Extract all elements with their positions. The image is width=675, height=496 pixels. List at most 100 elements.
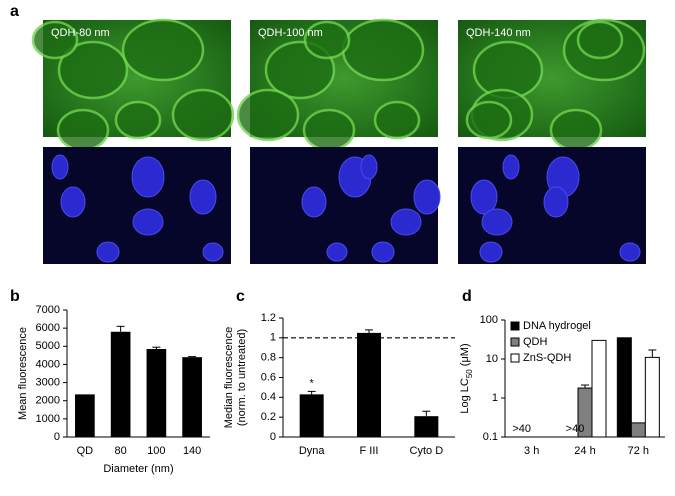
error-bar [365, 329, 373, 333]
x-tick-label: 72 h [628, 445, 649, 457]
y-tick-label: 1000 [36, 413, 60, 425]
nucleus [481, 208, 513, 236]
image-label: QDH-140 nm [466, 27, 531, 39]
y-tick-label: 1 [270, 332, 276, 344]
x-axis-label: Diameter (nm) [103, 463, 173, 475]
legend-label: DNA hydrogel [523, 320, 591, 332]
legend-swatch [510, 353, 520, 363]
legend-swatch [510, 321, 520, 331]
cell [171, 88, 235, 142]
cell [576, 20, 624, 60]
nucleus [413, 179, 441, 215]
y-tick-label: 3000 [36, 376, 60, 388]
cell [31, 20, 79, 60]
x-tick-label: F III [360, 445, 379, 457]
y-tick-label: 2000 [36, 395, 60, 407]
nucleus [543, 186, 569, 218]
bar [616, 337, 632, 438]
bar [644, 356, 660, 438]
x-tick-label: 100 [147, 445, 165, 457]
y-tick-label: 7000 [36, 304, 60, 316]
annotation: * [310, 377, 315, 389]
panel-label: c [236, 288, 245, 305]
annotation: >40 [566, 423, 585, 435]
y-tick-label: 0 [54, 431, 60, 443]
nucleus [301, 186, 327, 218]
y-tick-label: 4000 [36, 358, 60, 370]
cell [56, 108, 110, 152]
nucleus [470, 179, 498, 215]
y-tick-label: 1.2 [261, 312, 276, 324]
y-tick-label: 0.2 [261, 411, 276, 423]
x-tick-label: 80 [115, 445, 127, 457]
y-axis-label-part: 50 [465, 369, 474, 378]
y-axis-label-part: (μM) [459, 343, 471, 369]
legend-label: ZnS-QDH [523, 352, 571, 364]
y-axis-label: Mean fluorescence [17, 327, 29, 420]
x-tick-label: 140 [183, 445, 201, 457]
y-tick-label: 0 [270, 431, 276, 443]
panel-label: b [10, 288, 20, 305]
y-axis-label: Median fluorescence [223, 327, 235, 429]
cell [57, 40, 129, 100]
y-axis-label: Log LC50 (μM) [459, 343, 474, 413]
nucleus [96, 241, 120, 263]
x-tick-label: 3 h [524, 445, 539, 457]
cell [373, 100, 421, 140]
error-bar [152, 346, 161, 350]
nucleus [502, 154, 520, 180]
bar [357, 332, 381, 437]
x-tick-label: QD [77, 445, 94, 457]
nucleus [189, 179, 217, 215]
nucleus [326, 242, 348, 262]
error-bar [307, 390, 316, 395]
bar [414, 416, 439, 437]
x-tick-label: 24 h [574, 445, 595, 457]
nucleus [360, 154, 378, 180]
y-tick-label: 0.8 [261, 352, 276, 364]
nucleus [131, 156, 165, 198]
error-bar [116, 325, 125, 332]
nucleus [479, 241, 503, 263]
cell [114, 100, 162, 140]
nucleus [51, 154, 69, 180]
y-tick-label: 5000 [36, 340, 60, 352]
cell [121, 18, 205, 82]
legend-label: QDH [523, 336, 548, 348]
legend-swatch [510, 337, 520, 347]
x-tick-label: Cyto D [410, 445, 444, 457]
y-axis-label: (norm. to untreated) [236, 329, 248, 426]
error-bar [648, 349, 657, 358]
nucleus [371, 241, 395, 263]
cell [341, 18, 425, 82]
annotation: >40 [512, 423, 531, 435]
nucleus [60, 186, 86, 218]
image-label: QDH-80 nm [51, 27, 110, 39]
cell [303, 20, 351, 60]
bar [591, 339, 607, 438]
error-bar [188, 356, 197, 358]
cell [302, 108, 356, 152]
y-tick-label: 6000 [36, 322, 60, 334]
image-label: QDH-100 nm [258, 27, 323, 39]
panel-label: a [10, 3, 19, 20]
y-tick-label: 0.4 [261, 391, 276, 403]
nucleus [132, 208, 164, 236]
nucleus [619, 242, 641, 262]
bar [182, 357, 202, 437]
cell [549, 108, 603, 152]
x-tick-label: Dyna [299, 445, 326, 457]
cell [465, 100, 513, 140]
nucleus [390, 208, 422, 236]
y-tick-label: 1 [492, 392, 498, 404]
error-bar [581, 384, 589, 389]
y-tick-label: 100 [480, 314, 498, 326]
cell [236, 88, 300, 142]
y-tick-label: 0.1 [483, 431, 498, 443]
bar [299, 394, 324, 437]
panel-label: d [462, 288, 472, 305]
y-tick-label: 10 [486, 353, 498, 365]
bar [110, 331, 131, 437]
bar [75, 394, 95, 437]
